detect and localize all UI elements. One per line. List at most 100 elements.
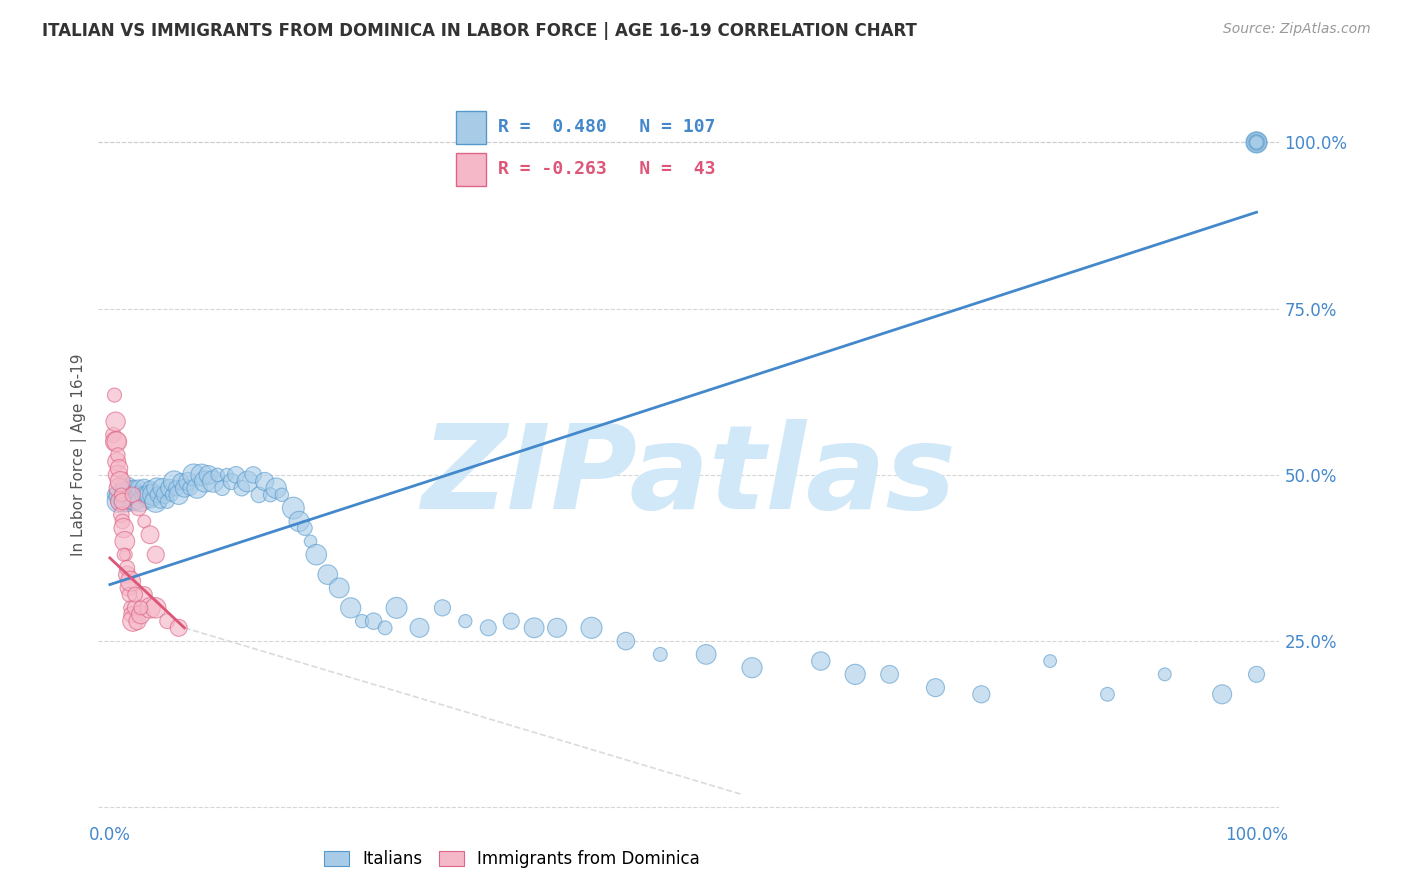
Point <box>156 494 179 508</box>
Point <box>110 481 132 495</box>
Point <box>197 467 219 482</box>
Point <box>111 488 134 502</box>
Point <box>236 475 259 489</box>
Point <box>125 488 148 502</box>
Point <box>1097 687 1119 701</box>
Point <box>139 527 162 541</box>
Point <box>1246 136 1268 150</box>
Point <box>108 494 131 508</box>
Point <box>129 600 152 615</box>
Point <box>115 481 138 495</box>
Point <box>107 448 129 462</box>
Point <box>879 667 901 681</box>
Point <box>121 488 143 502</box>
Point <box>242 467 264 482</box>
Point <box>127 494 149 508</box>
Text: ZIPatlas: ZIPatlas <box>422 419 956 534</box>
Point <box>1246 136 1268 150</box>
Point <box>741 661 763 675</box>
Point <box>501 614 523 628</box>
Point <box>167 488 190 502</box>
Point <box>408 621 430 635</box>
Point <box>120 600 142 615</box>
Point <box>121 614 143 628</box>
Point <box>103 388 125 402</box>
Point <box>104 415 127 429</box>
Point <box>129 494 152 508</box>
Point <box>211 481 233 495</box>
Point <box>118 494 141 508</box>
Point <box>108 488 131 502</box>
Point <box>288 515 311 529</box>
Point <box>253 475 276 489</box>
Point <box>120 574 142 589</box>
Point <box>108 494 131 508</box>
Point <box>477 621 499 635</box>
Point <box>294 521 316 535</box>
Point <box>146 481 169 495</box>
Point <box>124 494 146 508</box>
Point <box>385 600 408 615</box>
Point <box>650 648 672 662</box>
Point <box>114 488 136 502</box>
Point <box>146 488 169 502</box>
Point <box>118 588 141 602</box>
Text: Source: ZipAtlas.com: Source: ZipAtlas.com <box>1223 22 1371 37</box>
Point <box>924 681 946 695</box>
Point <box>114 534 136 549</box>
Point <box>1153 667 1175 681</box>
Point <box>103 428 125 442</box>
Y-axis label: In Labor Force | Age 16-19: In Labor Force | Age 16-19 <box>72 353 87 557</box>
Point <box>316 567 339 582</box>
Point <box>363 614 385 628</box>
Point <box>134 481 156 495</box>
Point <box>581 621 603 635</box>
Point <box>160 488 183 502</box>
Point <box>104 434 127 449</box>
Point <box>128 488 150 502</box>
Point <box>104 488 127 502</box>
Point <box>114 481 136 495</box>
Point <box>108 481 131 495</box>
Point <box>128 501 150 516</box>
Point <box>121 607 143 622</box>
Point <box>145 494 167 508</box>
Point <box>165 481 187 495</box>
Point <box>152 481 174 495</box>
Point <box>110 494 132 508</box>
Point <box>142 488 165 502</box>
Point <box>111 515 134 529</box>
Point <box>1246 136 1268 150</box>
Point <box>141 494 163 508</box>
Point <box>107 467 129 482</box>
Point <box>105 454 128 468</box>
Point <box>1246 136 1268 150</box>
Text: ITALIAN VS IMMIGRANTS FROM DOMINICA IN LABOR FORCE | AGE 16-19 CORRELATION CHART: ITALIAN VS IMMIGRANTS FROM DOMINICA IN L… <box>42 22 917 40</box>
Point <box>145 548 167 562</box>
Point <box>153 488 176 502</box>
Point <box>111 494 134 508</box>
Point <box>163 475 186 489</box>
Point <box>844 667 866 681</box>
Point <box>124 588 146 602</box>
Point <box>105 434 128 449</box>
Point <box>454 614 477 628</box>
Point <box>170 475 193 489</box>
Point <box>179 481 201 495</box>
Point <box>139 600 162 615</box>
Point <box>259 488 281 502</box>
Point <box>432 600 454 615</box>
Point <box>134 515 156 529</box>
Point <box>177 475 200 489</box>
Point <box>149 494 172 508</box>
Legend: Italians, Immigrants from Dominica: Italians, Immigrants from Dominica <box>316 843 707 874</box>
Point <box>121 494 143 508</box>
Point <box>374 621 396 635</box>
Point <box>194 475 217 489</box>
Point <box>124 600 146 615</box>
Point <box>305 548 328 562</box>
Point <box>328 581 350 595</box>
Point <box>136 494 159 508</box>
Point <box>970 687 993 701</box>
Point <box>810 654 832 668</box>
